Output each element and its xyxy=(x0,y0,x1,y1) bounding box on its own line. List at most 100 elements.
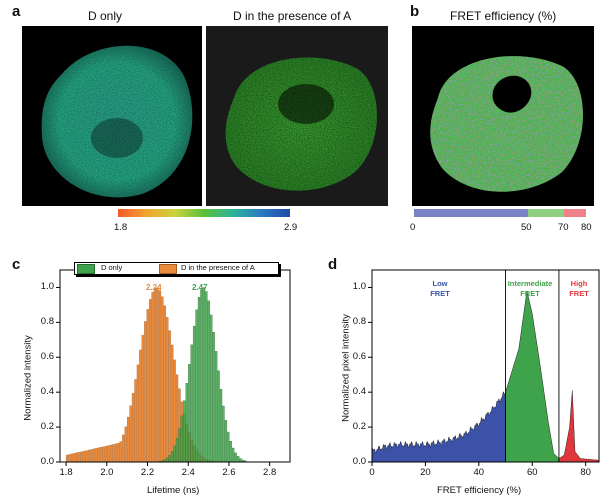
hist-bar-d-only xyxy=(222,405,225,463)
intermediate-fret-label-line1: Intermediate xyxy=(507,279,553,288)
hist-bar-d-only xyxy=(180,415,184,463)
hist-bar-d-only xyxy=(234,452,237,463)
hist-bar-d-in-a xyxy=(168,330,171,463)
fret-efficiency-image xyxy=(412,26,594,206)
hist-bar-d-only xyxy=(190,344,193,463)
panel-c-xtick-label: 2.8 xyxy=(263,467,277,478)
panel-c-xtick-label: 2.0 xyxy=(100,467,114,478)
hist-bar-d-in-a xyxy=(105,445,108,463)
hist-bar-d-in-a xyxy=(122,434,125,463)
high-fret-label: High FRET xyxy=(566,279,592,299)
hist-bar-d-in-a xyxy=(75,452,79,463)
hist-bar-d-only xyxy=(192,325,196,463)
hist-bar-d-only xyxy=(178,428,181,463)
hist-bar-d-in-a xyxy=(144,321,147,463)
hist-bar-d-in-a xyxy=(68,454,71,463)
fret-bar-tick-50: 50 xyxy=(521,222,532,233)
intermediate-fret-label: Intermediate FRET xyxy=(505,279,555,299)
fret-bar-intermediate xyxy=(528,209,564,217)
fret-bar-tick-70: 70 xyxy=(558,222,569,233)
hist-bar-d-in-a xyxy=(117,443,120,463)
hist-bar-d-only xyxy=(173,445,176,463)
panel-d-label: d xyxy=(328,256,338,273)
hist-bar-d-in-a xyxy=(73,453,76,463)
peak-label-green: 2.47 xyxy=(192,283,208,292)
hist-bar-d-in-a xyxy=(83,450,86,463)
hist-bar-d-only xyxy=(207,300,210,463)
hist-bar-d-in-a xyxy=(141,335,145,463)
hist-bar-d-only xyxy=(170,451,174,463)
hist-bar-d-only xyxy=(188,364,191,463)
low-fret-label-line1: Low xyxy=(432,279,448,288)
hist-bar-d-in-a xyxy=(109,444,113,463)
low-fret-label: Low FRET xyxy=(428,279,452,299)
hist-bar-d-in-a xyxy=(119,441,123,463)
hist-bar-d-only xyxy=(183,400,186,463)
panel-d-xtick-label: 20 xyxy=(420,467,431,478)
hist-bar-d-only xyxy=(217,370,220,463)
fret-bar-tick-80: 80 xyxy=(581,222,592,233)
hist-bar-d-only xyxy=(232,447,235,463)
hist-bar-d-only xyxy=(219,389,223,463)
panel-b-title: FRET efficiency (%) xyxy=(450,9,557,23)
hist-bar-d-only xyxy=(229,441,232,463)
hist-bar-d-in-a xyxy=(102,446,105,463)
legend-label-d-only: D only xyxy=(101,263,123,272)
hist-bar-d-only xyxy=(224,420,228,463)
hist-bar-d-in-a xyxy=(139,349,142,463)
hist-bar-d-in-a xyxy=(112,444,115,463)
hist-bar-d-only xyxy=(227,431,230,463)
hist-bar-d-in-a xyxy=(151,292,154,463)
hist-bar-d-only xyxy=(210,314,213,463)
d-with-a-lifetime-image xyxy=(206,26,388,206)
hist-bar-d-in-a xyxy=(134,379,137,463)
hist-bar-d-in-a xyxy=(97,447,101,463)
hist-bar-d-in-a xyxy=(65,454,69,463)
panel-c-xtick-label: 2.4 xyxy=(181,467,195,478)
panel-c-ylabel: Normalized intensity xyxy=(22,335,34,421)
hist-bar-d-in-a xyxy=(136,364,140,463)
hist-bar-d-in-a xyxy=(78,452,81,463)
panel-d-chart xyxy=(368,269,600,466)
hist-bar-d-only xyxy=(168,455,171,463)
hist-bar-d-only xyxy=(175,438,179,463)
panel-d-ytick-label: 0.6 xyxy=(352,351,366,363)
hist-bar-d-in-a xyxy=(100,447,103,463)
hist-bar-d-only xyxy=(212,332,215,463)
panel-d-plot-area xyxy=(368,269,600,466)
panel-c-xtick-label: 2.6 xyxy=(222,467,236,478)
panel-c-xtick-label: 1.8 xyxy=(59,467,73,478)
legend-label-d-in-a: D in the presence of A xyxy=(181,263,255,272)
hist-bar-d-in-a xyxy=(161,296,164,463)
hist-bar-d-in-a xyxy=(156,287,159,463)
panel-c-ytick-label: 0.4 xyxy=(40,386,54,398)
hist-bar-d-in-a xyxy=(85,450,88,463)
hist-bar-d-in-a xyxy=(92,448,96,463)
legend-swatch-d-in-a xyxy=(159,264,177,274)
panel-d-xtick-label: 60 xyxy=(526,467,538,478)
panel-d-frame xyxy=(371,269,600,463)
fret-bar-low xyxy=(414,209,528,217)
hist-bar-d-only xyxy=(200,289,203,463)
hist-bar-d-in-a xyxy=(124,426,127,463)
hist-bar-d-in-a xyxy=(166,317,169,463)
hist-bar-d-in-a xyxy=(90,449,93,463)
colorbar-max-label: 2.9 xyxy=(284,222,298,233)
hist-bar-d-in-a xyxy=(158,290,162,463)
panel-c-plot-area xyxy=(56,269,291,466)
hist-bar-d-in-a xyxy=(107,445,110,463)
hist-bar-d-only xyxy=(236,456,240,463)
hist-bar-d-only xyxy=(205,291,208,463)
hist-bar-d-only xyxy=(239,458,242,463)
high-fret-label-line2: FRET xyxy=(569,289,589,298)
panel-d-xtick-label: 80 xyxy=(580,467,591,478)
hist-bar-d-in-a xyxy=(80,451,83,463)
hist-bar-d-in-a xyxy=(95,448,98,463)
hist-bar-d-only xyxy=(195,309,198,463)
panel-d-ytick-label: 0.4 xyxy=(352,386,366,398)
panel-a-label: a xyxy=(12,3,21,20)
d-only-lifetime-image xyxy=(22,26,202,206)
panel-c-ytick-label: 0.6 xyxy=(40,351,54,363)
fret-region-high-fret xyxy=(558,390,600,463)
panel-d-ylabel: Normalized pixel intensity xyxy=(340,314,352,422)
